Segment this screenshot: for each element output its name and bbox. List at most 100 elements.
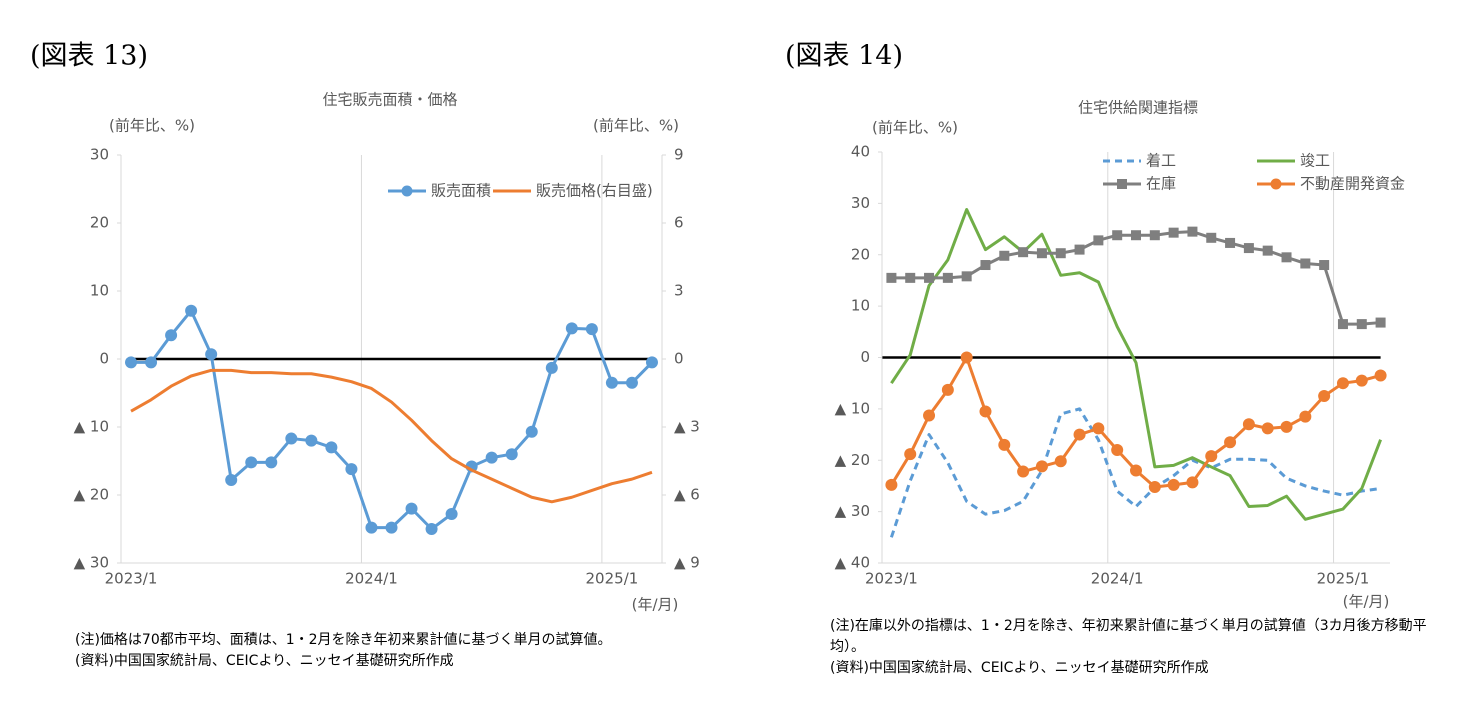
data-point [1242,418,1255,431]
data-point [1092,422,1105,435]
data-point [885,478,898,491]
data-point [1225,237,1236,248]
x-tick-label: 2023/1 [865,570,918,588]
data-point [1167,478,1180,491]
data-point [1149,230,1160,241]
data-point [1017,465,1030,478]
data-point [904,448,917,461]
series-line [890,208,1382,521]
y-tick-label: ▲ 20 [835,451,870,469]
data-point [245,456,258,469]
data-point [285,432,298,445]
data-point [1036,248,1047,259]
legend-marker [1117,179,1127,189]
legend-label: 不動産開発資金 [1300,175,1405,193]
data-point [1111,443,1124,456]
y2-tick-label: 0 [674,350,684,368]
data-point [345,463,358,476]
data-point [1130,464,1142,477]
y-tick-label: 10 [90,282,109,300]
y-tick-label: 40 [851,143,870,161]
x-tick-label: 2025/1 [1317,570,1370,588]
y2-tick-label: 3 [674,282,684,300]
data-point [125,356,138,369]
data-point [886,272,897,283]
data-point [1243,243,1254,254]
y-axis-label: (前年比、%) [872,119,958,137]
data-point [998,438,1011,451]
data-point [405,502,418,515]
data-point [625,376,638,389]
data-point [1073,428,1086,441]
data-point [605,376,618,389]
data-point [1262,245,1273,256]
y-tick-label: ▲ 10 [74,418,109,436]
legend-label: 竣工 [1300,152,1330,170]
data-point [1375,317,1386,328]
y-axis-label: (前年比、%) [109,117,195,135]
note: (注)価格は70都市平均、面積は、1・2月を除き年初来累計値に基づく単月の試算値… [75,632,612,648]
y2-tick-label: ▲ 9 [674,554,700,572]
data-point [385,521,398,534]
y2-tick-label: 6 [674,214,684,232]
data-point [1336,377,1349,390]
y-tick-label: ▲ 30 [74,554,109,572]
chart-title: 住宅供給関連指標 [1078,99,1198,117]
legend-label: 在庫 [1146,175,1176,193]
note: (資料)中国国家統計局、CEICより、ニッセイ基礎研究所作成 [75,653,454,669]
data-point [1074,244,1085,255]
y-tick-label: 30 [90,146,109,164]
data-point [924,272,935,283]
legend-marker [401,185,413,197]
data-point [485,451,498,464]
data-point [1261,422,1274,435]
y-tick-label: ▲ 10 [835,399,870,417]
y-tick-label: 20 [90,214,109,232]
y-tick-label: ▲ 20 [74,486,109,504]
data-point [1319,260,1330,271]
data-point [980,260,991,271]
data-point [942,272,953,283]
data-point [505,448,518,461]
data-point [365,521,378,534]
data-point [1035,460,1048,473]
data-point [565,322,578,335]
data-point [941,383,954,396]
data-point [1018,247,1029,258]
legend-label: 販売価格(右目盛) [536,182,653,200]
x-tick-label: 2024/1 [345,570,398,588]
y-tick-label: ▲ 40 [835,554,870,572]
data-point [1318,390,1331,403]
y-tick-label: 0 [99,350,109,368]
data-point [960,351,973,364]
data-point [999,250,1010,261]
series-line [889,407,1381,538]
x-tick-label: 2025/1 [586,570,639,588]
figure-label: (図表 13) [30,41,148,72]
series-line [130,368,653,504]
data-point [1356,319,1367,330]
data-point [1055,248,1066,259]
data-point [1205,450,1218,463]
data-point [1168,227,1179,238]
data-point [961,271,972,282]
data-point [1299,410,1312,423]
y2-axis-label: (前年比、%) [593,117,679,135]
data-point [1186,476,1199,489]
y2-tick-label: ▲ 3 [674,418,700,436]
y-tick-label: 30 [851,194,870,212]
x-axis-label: (年/月) [632,596,679,614]
data-point [225,474,238,487]
data-point [425,523,438,535]
data-point [645,356,658,369]
data-point [545,361,558,374]
y2-tick-label: 9 [674,146,684,164]
data-point [1112,230,1123,241]
y-tick-label: ▲ 30 [835,502,870,520]
y-tick-label: 0 [860,348,870,366]
y-tick-label: 10 [851,297,870,315]
data-point [1093,235,1104,246]
data-point [979,405,992,418]
data-point [205,348,218,361]
note: (注)在庫以外の指標は、1・2月を除き、年初来累計値に基づく単月の試算値（3カ月… [830,618,1427,655]
